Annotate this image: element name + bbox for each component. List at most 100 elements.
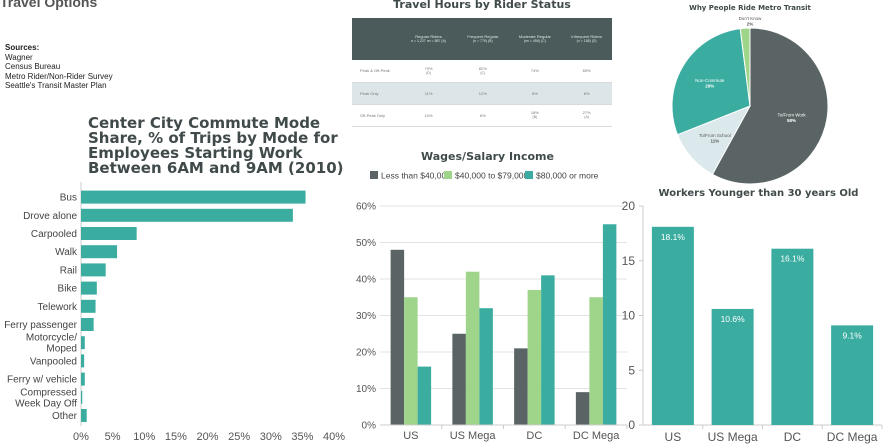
source-line: Metro Rider/Non-Rider Survey bbox=[5, 71, 113, 81]
legend-swatch bbox=[370, 171, 378, 179]
bar bbox=[81, 208, 293, 222]
x-tick-label: DC Mega bbox=[827, 430, 878, 444]
category-label: Walk bbox=[55, 247, 78, 258]
bar bbox=[81, 190, 306, 204]
pie-slice bbox=[711, 27, 829, 185]
legend-label: $40,000 to $79,000 bbox=[455, 171, 529, 181]
x-tick-label: DC bbox=[526, 430, 542, 442]
wages-title: Wages/Salary Income bbox=[421, 150, 554, 163]
category-label: Ferry w/ vehicle bbox=[7, 375, 77, 386]
bar bbox=[81, 409, 87, 422]
data-label: 18.1% bbox=[661, 232, 686, 242]
row-label: Off-Peak Only bbox=[360, 112, 386, 118]
page-heading-fragment: Travel Options bbox=[0, 0, 98, 10]
bar bbox=[575, 392, 590, 425]
legend-label: Less than $40,000 bbox=[381, 171, 451, 181]
category-label: Compressed Week Day Off bbox=[15, 387, 77, 409]
table-cell: 74% bbox=[530, 68, 539, 74]
pie-slice bbox=[739, 27, 751, 107]
bar bbox=[711, 308, 754, 425]
table-row: Off-Peak Only 10% 6% 18% (B) 27% (A) bbox=[352, 104, 612, 126]
category-label: Rail bbox=[60, 265, 77, 276]
table-row: Peak & Off-Peak 79% (D) 82% (C) 74% 65% bbox=[352, 60, 612, 82]
bar bbox=[771, 248, 814, 425]
x-tick-label: US Mega bbox=[450, 430, 497, 442]
bar bbox=[514, 348, 528, 425]
y-tick-label: 0 bbox=[628, 418, 635, 432]
bar bbox=[81, 227, 137, 240]
y-tick-label: 20 bbox=[622, 199, 636, 213]
x-tick-label: 30% bbox=[260, 431, 282, 443]
bar bbox=[81, 281, 97, 295]
source-line: Wagner bbox=[5, 52, 33, 62]
row-label: Peak Only bbox=[352, 82, 400, 104]
table-corner bbox=[352, 18, 400, 60]
wages-chart: Less than $40,000 $40,000 to $79,000 $80,0… bbox=[356, 171, 628, 442]
slice-value: 58% bbox=[787, 118, 796, 123]
x-tick-label: US Mega bbox=[708, 430, 758, 444]
category-label: Bus bbox=[60, 193, 77, 204]
young-workers-title: Workers Younger than 30 years Old bbox=[658, 188, 859, 199]
x-tick-label: 10% bbox=[133, 431, 155, 443]
category-label: Bike bbox=[58, 284, 78, 295]
table-cell: 6% bbox=[479, 112, 486, 118]
category-label: Vanpooled bbox=[30, 356, 77, 367]
category-label: Ferry passenger bbox=[4, 320, 77, 331]
source-line: Census Bureau bbox=[5, 62, 61, 71]
table-cell: 79% (D) bbox=[424, 65, 433, 75]
y-tick-label: 10% bbox=[356, 384, 376, 395]
legend-swatch bbox=[525, 171, 533, 179]
legend-swatch bbox=[444, 171, 452, 179]
row-label: Peak & Off-Peak bbox=[360, 68, 390, 74]
x-tick-label: 25% bbox=[228, 431, 250, 443]
y-tick-label: 10 bbox=[622, 309, 636, 323]
table-cell: 65% bbox=[582, 68, 591, 74]
bar bbox=[465, 271, 480, 425]
bar bbox=[81, 372, 85, 386]
x-tick-label: DC Mega bbox=[573, 430, 620, 442]
y-tick-label: 60% bbox=[356, 202, 376, 213]
bar bbox=[81, 354, 85, 368]
bar bbox=[589, 297, 603, 425]
category-label: Motorcycle/Moped bbox=[26, 333, 77, 355]
why-ride-title: Why People Ride Metro Transit bbox=[689, 4, 811, 12]
y-tick-label: 40% bbox=[356, 275, 376, 286]
mode-share-title: Center City Commute Mode Share, % of Tri… bbox=[88, 114, 344, 177]
mode-share-chart: Bus Drove alone Carpooled Walk Rail Bike Telew… bbox=[4, 182, 345, 443]
column-header: Regular Riders n = 1,227 nn = 887 (A) bbox=[400, 18, 458, 60]
bar bbox=[541, 275, 555, 425]
category-label: Telework bbox=[38, 302, 78, 313]
category-label: Drove alone bbox=[23, 211, 77, 222]
y-tick-label: 50% bbox=[356, 238, 376, 249]
y-tick-label: 20% bbox=[356, 348, 376, 359]
x-tick-label: 0% bbox=[73, 431, 89, 443]
young-workers-chart: 0 5 10 15 20 18.1% US 10.6% US Mega 16.1% DC 9.1% DC… bbox=[622, 199, 883, 444]
bar bbox=[81, 245, 118, 259]
table-cell: 10% bbox=[424, 112, 433, 118]
x-tick-label: 40% bbox=[323, 431, 345, 443]
table-cell: 12% bbox=[457, 82, 509, 104]
bar bbox=[404, 297, 418, 425]
slice-value: 2% bbox=[747, 22, 754, 27]
table-row: Peak Only 11% 12% 8% 8% bbox=[352, 82, 612, 104]
bar bbox=[452, 333, 466, 425]
x-tick-label: DC bbox=[784, 430, 802, 444]
legend-label: $80,000 or more bbox=[536, 171, 599, 181]
pie-slice bbox=[671, 28, 751, 136]
column-header: Frequent Regular (n = 775) (B) bbox=[457, 18, 509, 60]
bar bbox=[417, 366, 432, 425]
column-header: Infrequent Riders (n = 188) (D) bbox=[561, 18, 612, 60]
bar bbox=[81, 299, 96, 313]
bar bbox=[479, 308, 493, 425]
bar bbox=[651, 226, 694, 425]
table-cell: 8% bbox=[561, 82, 612, 104]
bar bbox=[81, 263, 106, 277]
x-tick-label: 5% bbox=[105, 431, 121, 443]
bar bbox=[390, 249, 405, 425]
y-tick-label: 0% bbox=[362, 421, 377, 432]
slice-value: 29% bbox=[705, 84, 714, 89]
slice-label: Non-Commute bbox=[695, 78, 725, 83]
column-header: Moderate Regular (nn = 456) (C) bbox=[508, 18, 562, 60]
sources-block: Sources: Wagner Census Bureau Metro Ride… bbox=[5, 43, 113, 91]
bar bbox=[602, 224, 617, 425]
